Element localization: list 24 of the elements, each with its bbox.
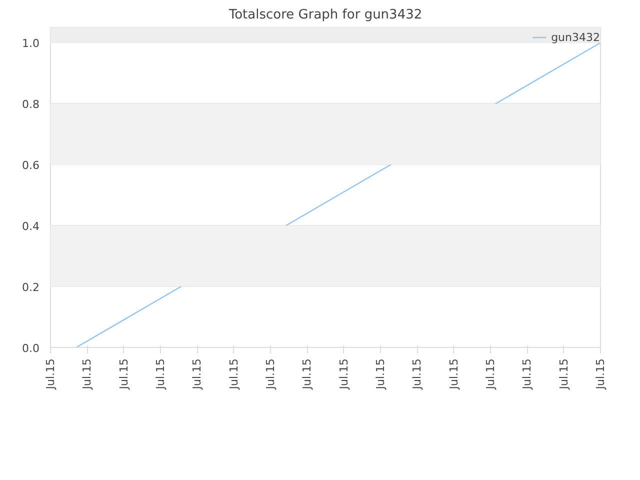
x-tick-label: Jul.15 <box>190 358 204 390</box>
x-tick-label: Jul.15 <box>300 358 314 390</box>
x-tick-label: Jul.15 <box>484 358 497 390</box>
x-tick-label: Jul.15 <box>337 358 350 390</box>
x-tick-label: Jul.15 <box>80 358 94 390</box>
y-tick-label: 0.4 <box>22 220 40 234</box>
legend-label: gun3432 <box>551 30 600 44</box>
y-tick-label: 0.8 <box>22 98 40 112</box>
y-tick-label: 1.0 <box>22 37 40 50</box>
x-tick-label: Jul.15 <box>557 358 570 390</box>
chart-title: Totalscore Graph for gun3432 <box>228 8 422 22</box>
y-tick-label: 0.6 <box>22 159 40 172</box>
x-tick-label: Jul.15 <box>594 358 607 390</box>
y-tick-label: 0.2 <box>22 281 40 294</box>
x-tick-label: Jul.15 <box>117 358 130 390</box>
x-tick-label: Jul.15 <box>154 358 167 390</box>
x-tick-label: Jul.15 <box>520 358 534 390</box>
x-tick-label: Jul.15 <box>374 358 387 390</box>
x-tick-label: Jul.15 <box>264 358 277 390</box>
x-tick-label: Jul.15 <box>410 358 424 390</box>
y-tick-label: 0.0 <box>22 342 40 355</box>
x-tick-label: Jul.15 <box>227 358 240 390</box>
x-tick-label: Jul.15 <box>44 358 57 390</box>
x-tick-label: Jul.15 <box>447 358 460 390</box>
